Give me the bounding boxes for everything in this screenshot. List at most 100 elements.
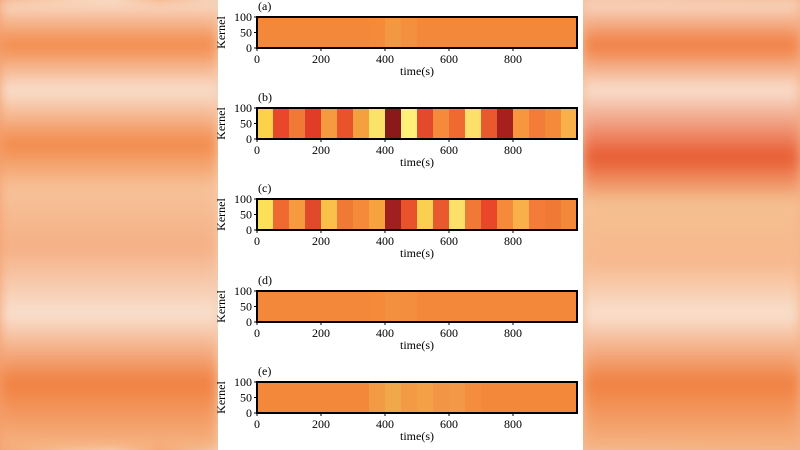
y-axis-label: Kernel	[214, 198, 228, 231]
heatmap-cell	[433, 108, 450, 139]
x-tick-label: 800	[504, 52, 522, 66]
heatmap-cell	[545, 199, 562, 230]
x-tick-label: 600	[440, 143, 458, 157]
heatmap-cell	[497, 382, 514, 413]
panel: (b) 050 100 0 200 400 600 800 time(s) Kernel	[214, 90, 578, 169]
heatmap-cell	[369, 108, 386, 139]
y-axis-label: Kernel	[214, 381, 228, 414]
blurred-background	[583, 0, 800, 450]
x-tick-label: 800	[504, 234, 522, 248]
heatmap-cell	[417, 382, 434, 413]
heatmap-cell	[401, 108, 418, 139]
heatmap-cell	[353, 17, 370, 48]
heatmap-cell	[273, 291, 290, 322]
heatmap-cell	[305, 382, 322, 413]
panel-label: (a)	[258, 0, 271, 13]
heatmap-cell	[561, 382, 578, 413]
y-tick-label: 0	[246, 315, 252, 329]
x-tick-label: 0	[254, 52, 260, 66]
heatmap-cell	[321, 108, 338, 139]
heatmap-cell	[401, 17, 418, 48]
heatmap-cell	[289, 17, 306, 48]
heatmap-cell	[529, 17, 546, 48]
heatmap-cell	[545, 108, 562, 139]
x-tick-label: 0	[254, 143, 260, 157]
heatmap-cell	[273, 199, 290, 230]
heatmap-cell	[561, 17, 578, 48]
heatmap-cell	[449, 199, 466, 230]
heatmap-cell	[513, 108, 530, 139]
y-tick-label: 100	[234, 192, 252, 206]
x-tick-label: 200	[312, 417, 330, 431]
heatmap-cell	[385, 199, 402, 230]
x-axis-label: time(s)	[400, 429, 434, 443]
panel: (e) 050 100 0 200 400 600 800 time(s) Kernel	[214, 364, 578, 443]
y-axis-label: Kernel	[214, 290, 228, 323]
heatmap-cell	[353, 291, 370, 322]
heatmap-cell	[465, 291, 482, 322]
heatmap-cell	[433, 291, 450, 322]
panel: (d) 050 100 0 200 400 600 800 time(s) Kernel	[214, 273, 578, 352]
heatmap-cell	[385, 17, 402, 48]
heatmap-cell	[257, 108, 274, 139]
heatmap-cell	[513, 291, 530, 322]
y-tick-label: 100	[234, 10, 252, 24]
heatmap-cell	[289, 382, 306, 413]
heatmap-cell	[305, 108, 322, 139]
x-tick-label: 800	[504, 143, 522, 157]
heatmap-cell	[465, 17, 482, 48]
heatmap-cell	[321, 291, 338, 322]
x-axis-label: time(s)	[400, 155, 434, 169]
y-tick-label: 100	[234, 284, 252, 298]
heatmap-cell	[545, 382, 562, 413]
heatmap-cell	[497, 108, 514, 139]
heatmap-cell	[321, 199, 338, 230]
x-tick-label: 800	[504, 417, 522, 431]
y-tick-label: 0	[246, 132, 252, 146]
heatmap-cell	[273, 382, 290, 413]
x-tick-label: 600	[440, 52, 458, 66]
x-tick-label: 0	[254, 234, 260, 248]
panel-label: (b)	[258, 90, 272, 104]
heatmap-cell	[449, 291, 466, 322]
y-tick-label: 100	[234, 101, 252, 115]
heatmap-cell	[401, 291, 418, 322]
heatmap-cell	[545, 291, 562, 322]
y-tick-label: 0	[246, 223, 252, 237]
blurred-background	[0, 0, 218, 450]
heatmap-cell	[305, 199, 322, 230]
heatmap-cell	[385, 108, 402, 139]
heatmap-cell	[529, 108, 546, 139]
y-tick-label: 50	[240, 26, 252, 40]
heatmap-cell	[337, 199, 354, 230]
heatmap-cell	[273, 17, 290, 48]
y-tick-label: 50	[240, 117, 252, 131]
x-tick-label: 400	[376, 143, 394, 157]
heatmap-cell	[449, 382, 466, 413]
heatmap-cell	[545, 17, 562, 48]
heatmap-cell	[401, 199, 418, 230]
heatmap-cell	[465, 108, 482, 139]
heatmap-cell	[433, 17, 450, 48]
heatmap-cell	[305, 17, 322, 48]
heatmap-cell	[481, 17, 498, 48]
heatmap-cell	[513, 17, 530, 48]
y-tick-label: 50	[240, 391, 252, 405]
heatmap-cell	[289, 199, 306, 230]
heatmap-cell	[337, 17, 354, 48]
x-tick-label: 400	[376, 52, 394, 66]
heatmap-cell	[433, 199, 450, 230]
y-tick-label: 0	[246, 406, 252, 420]
panel-label: (e)	[258, 364, 271, 378]
heatmap-cell	[337, 291, 354, 322]
heatmap-cell	[321, 17, 338, 48]
panel: (a) 050 100 0 200 400 600 800 time(s) Kernel	[214, 0, 578, 78]
heatmap-cell	[529, 382, 546, 413]
heatmap-cell	[401, 382, 418, 413]
heatmap-cell	[497, 291, 514, 322]
heatmap-cell	[289, 108, 306, 139]
heatmap-cell	[433, 382, 450, 413]
heatmap-cell	[465, 199, 482, 230]
